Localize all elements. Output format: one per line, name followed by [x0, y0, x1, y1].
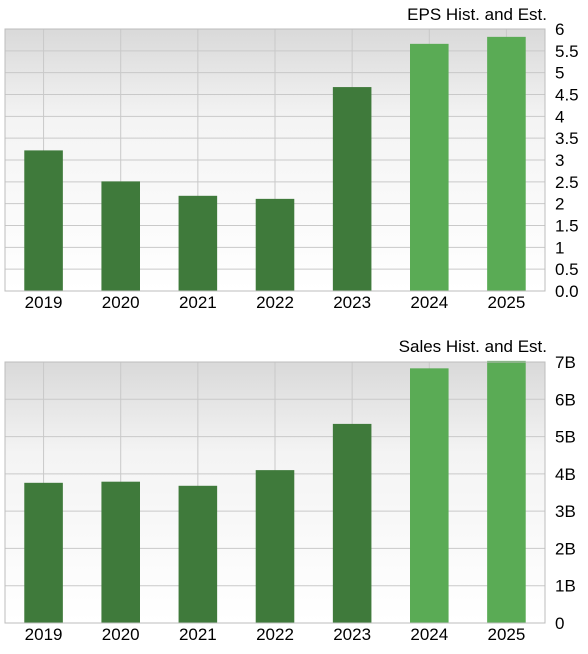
eps-chart-svg: EPS Hist. and Est. 0.0 0.5 1 1.5 2 2.5 3 3.5 4 4.…	[4, 5, 579, 312]
sales-bar-2023	[332, 423, 372, 623]
sales-bar-2021	[178, 485, 218, 623]
eps-bar-2021	[178, 195, 218, 291]
eps-chart-title: EPS Hist. and Est.	[407, 5, 547, 24]
eps-y-tick-label: 1.5	[555, 217, 579, 236]
sales-x-tick-label: 2025	[488, 625, 526, 644]
sales-bar-2020	[101, 481, 140, 623]
eps-y-tick-label: 0.0	[555, 282, 579, 301]
sales-x-tick-label: 2022	[256, 625, 294, 644]
eps-x-tick-label: 2020	[102, 293, 140, 312]
sales-y-tick-label: 0	[555, 614, 564, 633]
eps-y-tick-label: 0.5	[555, 260, 579, 279]
sales-bar-2025	[487, 360, 526, 623]
sales-bar-2024	[410, 368, 449, 623]
sales-chart: Sales Hist. and Est. 0 1B 2B 3B 4B 5B 6B 7B 2019…	[0, 330, 588, 654]
eps-x-tick-label: 2023	[333, 293, 371, 312]
eps-bar-2023	[332, 87, 372, 292]
sales-chart-svg: Sales Hist. and Est. 0 1B 2B 3B 4B 5B 6B 7B 2019…	[4, 337, 576, 644]
eps-y-tick-label: 5	[555, 64, 564, 83]
eps-x-tick-label: 2022	[256, 293, 294, 312]
eps-x-tick-label: 2024	[410, 293, 448, 312]
eps-bar-2022	[255, 198, 295, 291]
eps-y-tick-label: 3	[555, 151, 564, 170]
eps-y-tick-label: 2	[555, 195, 564, 214]
eps-y-tick-label: 4	[555, 107, 564, 126]
sales-x-tick-label: 2024	[410, 625, 448, 644]
eps-y-tick-label: 2.5	[555, 173, 579, 192]
sales-y-tick-label: 1B	[555, 577, 576, 596]
eps-plot-border	[4, 28, 546, 292]
eps-y-tick-label: 6	[555, 20, 564, 39]
sales-y-tick-label: 6B	[555, 390, 576, 409]
sales-y-tick-label: 4B	[555, 465, 576, 484]
sales-y-tick-label: 5B	[555, 428, 576, 447]
eps-y-tick-label: 4.5	[555, 86, 579, 105]
sales-x-tick-label: 2023	[333, 625, 371, 644]
sales-y-tick-label: 3B	[555, 502, 576, 521]
sales-x-tick-label: 2019	[25, 625, 63, 644]
sales-plot-border	[4, 361, 546, 624]
eps-x-tick-label: 2019	[25, 293, 63, 312]
eps-y-tick-label: 1	[555, 238, 564, 257]
sales-bar-2022	[255, 470, 295, 623]
eps-y-tick-label: 5.5	[555, 42, 579, 61]
eps-chart: EPS Hist. and Est. 0.0 0.5 1 1.5 2 2.5 3 3.5 4 4.…	[0, 0, 588, 320]
sales-y-tick-label: 2B	[555, 539, 576, 558]
eps-y-tick-label: 3.5	[555, 129, 579, 148]
sales-bar-2019	[24, 482, 63, 623]
eps-x-tick-label: 2025	[488, 293, 526, 312]
eps-bar-2024	[410, 43, 449, 292]
sales-y-tick-label: 7B	[555, 353, 576, 372]
eps-bar-2025	[487, 36, 526, 291]
sales-chart-title: Sales Hist. and Est.	[399, 337, 547, 356]
eps-x-tick-label: 2021	[179, 293, 217, 312]
eps-bar-2019	[24, 150, 63, 291]
sales-x-tick-label: 2020	[102, 625, 140, 644]
sales-x-tick-label: 2021	[179, 625, 217, 644]
eps-bar-2020	[101, 181, 140, 291]
